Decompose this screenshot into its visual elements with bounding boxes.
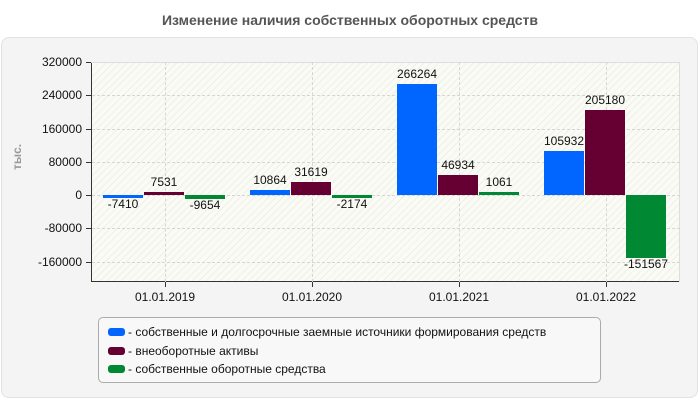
x-tick-label: 01.01.2020 bbox=[281, 290, 343, 304]
x-tick bbox=[606, 282, 607, 287]
y-tick bbox=[86, 162, 91, 163]
gridline-horizontal bbox=[92, 129, 680, 130]
y-tick-label: 320000 bbox=[41, 55, 82, 69]
plot-border-right bbox=[679, 62, 680, 282]
bar bbox=[626, 195, 666, 258]
x-tick bbox=[312, 282, 313, 287]
value-label: 10864 bbox=[253, 173, 287, 188]
bar bbox=[397, 84, 437, 195]
bar bbox=[544, 150, 584, 195]
value-label: -9654 bbox=[189, 198, 221, 212]
y-tick bbox=[86, 195, 91, 196]
bar bbox=[332, 195, 372, 198]
value-label: -2174 bbox=[336, 197, 368, 211]
y-tick bbox=[86, 262, 91, 263]
legend-swatch-green-icon bbox=[108, 365, 125, 373]
x-tick bbox=[165, 282, 166, 287]
bar bbox=[103, 195, 143, 199]
gridline-horizontal bbox=[92, 95, 680, 96]
y-tick-label: 80000 bbox=[48, 155, 82, 169]
y-tick-label: 160000 bbox=[41, 122, 82, 136]
legend-item-sources: - собственные и долгосрочные заемные ист… bbox=[108, 324, 546, 340]
legend-label: - внеоборотные активы bbox=[128, 344, 259, 358]
value-label: 31619 bbox=[294, 164, 328, 179]
legend-item-working-capital: - собственные оборотные средства bbox=[108, 361, 326, 377]
y-tick bbox=[86, 129, 91, 130]
value-label: 266264 bbox=[396, 67, 438, 82]
y-tick bbox=[86, 95, 91, 96]
value-label: 7531 bbox=[150, 174, 178, 189]
value-label: 205180 bbox=[584, 92, 626, 107]
gridline-vertical bbox=[165, 62, 166, 282]
bar bbox=[185, 195, 225, 199]
plot-border-top bbox=[91, 62, 680, 63]
y-tick bbox=[86, 228, 91, 229]
gridline-horizontal bbox=[92, 228, 680, 229]
gridline-vertical bbox=[459, 62, 460, 282]
y-axis-title: тыс. bbox=[10, 143, 24, 170]
gridline-horizontal bbox=[92, 262, 680, 263]
value-label: 105932 bbox=[543, 133, 585, 148]
gridline-horizontal bbox=[92, 195, 680, 196]
bar bbox=[144, 191, 184, 195]
y-tick-label: -80000 bbox=[44, 221, 82, 235]
bar bbox=[438, 175, 478, 195]
legend-label: - собственные и долгосрочные заемные ист… bbox=[128, 325, 547, 339]
gridline-vertical bbox=[312, 62, 313, 282]
value-label: 1061 bbox=[485, 175, 513, 189]
value-label: 46934 bbox=[441, 158, 475, 173]
value-label: -7410 bbox=[107, 197, 139, 212]
legend-swatch-blue-icon bbox=[108, 328, 125, 336]
y-tick bbox=[86, 62, 91, 63]
y-tick-label: 240000 bbox=[41, 88, 82, 102]
bar bbox=[479, 192, 519, 195]
x-tick-label: 01.01.2019 bbox=[134, 290, 196, 304]
legend-item-noncurrent-assets: - внеоборотные активы bbox=[108, 343, 258, 359]
bar bbox=[250, 190, 290, 195]
value-label: -151567 bbox=[623, 256, 669, 271]
y-tick-label: -160000 bbox=[37, 255, 82, 269]
x-tick-label: 01.01.2021 bbox=[428, 290, 490, 304]
legend-swatch-maroon-icon bbox=[108, 347, 125, 355]
bar bbox=[585, 109, 625, 195]
y-tick-label: 0 bbox=[75, 188, 82, 202]
gridline-horizontal bbox=[92, 162, 680, 163]
bar bbox=[291, 181, 331, 195]
x-tick-label: 01.01.2022 bbox=[575, 290, 637, 304]
x-tick bbox=[459, 282, 460, 287]
chart-title: Изменение наличия собственных оборотных … bbox=[161, 12, 539, 28]
legend-label: - собственные оборотные средства bbox=[128, 362, 326, 376]
legend: - собственные и долгосрочные заемные ист… bbox=[98, 317, 601, 383]
